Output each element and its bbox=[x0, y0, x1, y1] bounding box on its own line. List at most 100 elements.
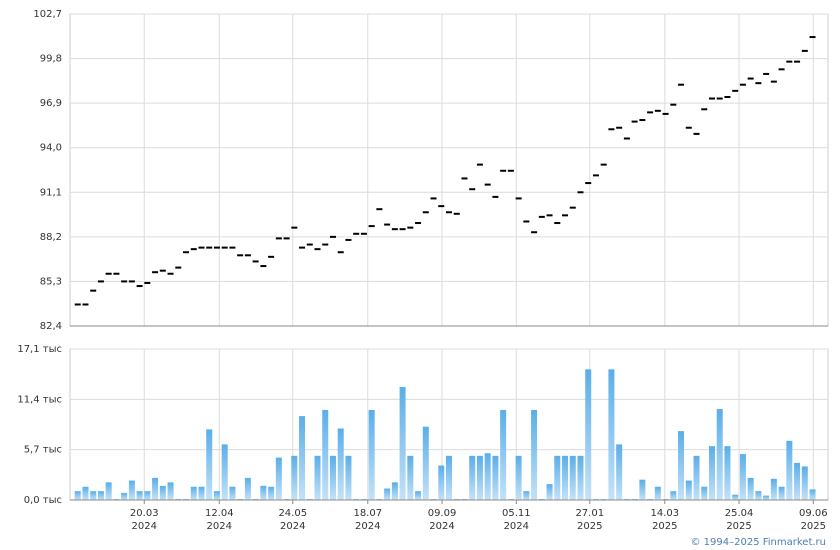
x-tick-label: 14.03 bbox=[650, 508, 679, 519]
volume-bar bbox=[670, 491, 677, 500]
volume-bar bbox=[136, 491, 143, 500]
volume-bar bbox=[105, 482, 112, 500]
price-mark bbox=[693, 132, 700, 135]
price-mark bbox=[701, 108, 708, 111]
volume-bar bbox=[515, 455, 522, 500]
volume-bar bbox=[693, 455, 700, 500]
price-mark bbox=[654, 109, 661, 112]
volume-bar bbox=[678, 431, 685, 500]
price-mark bbox=[90, 289, 97, 292]
price-mark bbox=[801, 49, 808, 52]
volume-bar bbox=[152, 477, 159, 500]
volume-bar bbox=[229, 486, 236, 500]
price-mark bbox=[415, 222, 422, 225]
price-mark bbox=[446, 211, 452, 214]
x-tick-label: 09.09 bbox=[428, 508, 457, 519]
x-tick-label: 12.04 bbox=[205, 508, 234, 519]
price-mark bbox=[531, 231, 538, 234]
price-mark bbox=[353, 232, 360, 235]
volume-bar bbox=[476, 455, 483, 500]
price-mark bbox=[322, 243, 329, 246]
price-mark bbox=[329, 235, 336, 238]
volume-bar bbox=[616, 444, 623, 500]
volume-bar bbox=[384, 488, 391, 500]
x-tick-label: 20.03 bbox=[130, 508, 159, 519]
price-mark bbox=[368, 225, 375, 228]
volume-bar bbox=[159, 485, 166, 500]
price-mark bbox=[376, 208, 383, 211]
price-mark bbox=[82, 303, 89, 306]
volume-bar bbox=[724, 446, 731, 500]
price-mark bbox=[229, 246, 236, 249]
price-mark bbox=[523, 220, 530, 223]
volume-bar bbox=[577, 455, 584, 500]
volume-bar bbox=[523, 491, 530, 500]
volume-bar bbox=[213, 491, 220, 500]
volume-bar bbox=[415, 491, 422, 500]
price-mark bbox=[422, 211, 429, 214]
price-mark bbox=[252, 260, 259, 263]
volume-bar bbox=[546, 484, 553, 500]
price-mark bbox=[469, 188, 476, 191]
volume-bar bbox=[786, 440, 793, 500]
volume-bar bbox=[778, 486, 785, 500]
price-mark bbox=[128, 280, 135, 283]
x-tick-year: 2024 bbox=[280, 521, 305, 532]
price-mark bbox=[515, 197, 522, 200]
price-mark bbox=[244, 254, 251, 257]
volume-bar bbox=[345, 455, 352, 500]
price-mark bbox=[763, 72, 770, 75]
volume-bar bbox=[500, 409, 507, 500]
volume-bar bbox=[407, 455, 414, 500]
price-mark bbox=[136, 285, 143, 288]
price-mark bbox=[407, 226, 414, 229]
volume-bar bbox=[121, 492, 128, 500]
y-tick-label: 96,9 bbox=[40, 98, 62, 109]
volume-bar bbox=[562, 455, 569, 500]
volume-bar bbox=[701, 486, 708, 500]
x-tick-year: 2025 bbox=[801, 521, 826, 532]
price-mark bbox=[600, 163, 607, 166]
price-mark bbox=[662, 112, 669, 115]
volume-bar bbox=[82, 486, 89, 500]
price-mark bbox=[399, 228, 406, 231]
x-tick-year: 2024 bbox=[132, 521, 157, 532]
y-tick-label: 5,7 тыс bbox=[24, 445, 62, 456]
volume-bar bbox=[260, 485, 267, 500]
volume-bar bbox=[314, 455, 321, 500]
volume-bar bbox=[128, 480, 135, 500]
price-mark bbox=[291, 226, 298, 229]
volume-bar bbox=[770, 478, 777, 500]
price-mark bbox=[631, 120, 638, 123]
volume-bar bbox=[190, 486, 197, 500]
price-mark bbox=[794, 60, 801, 63]
x-tick-year: 2025 bbox=[652, 521, 677, 532]
volume-bar bbox=[299, 416, 306, 500]
price-mark bbox=[314, 248, 321, 251]
volume-bar bbox=[446, 455, 452, 500]
price-mark bbox=[569, 206, 576, 209]
x-tick-year: 2024 bbox=[355, 521, 380, 532]
volume-bar bbox=[794, 462, 801, 500]
price-mark bbox=[732, 89, 739, 92]
price-mark bbox=[639, 119, 646, 122]
price-mark bbox=[546, 214, 553, 217]
volume-bar bbox=[739, 454, 746, 500]
price-mark bbox=[708, 97, 715, 100]
price-mark bbox=[306, 243, 313, 246]
volume-bar bbox=[291, 455, 298, 500]
volume-bar bbox=[569, 455, 576, 500]
price-mark bbox=[747, 77, 754, 80]
price-mark bbox=[623, 137, 630, 140]
volume-bar bbox=[322, 409, 329, 500]
volume-bar bbox=[755, 491, 762, 500]
y-tick-label: 102,7 bbox=[33, 9, 62, 20]
price-mark bbox=[213, 246, 220, 249]
price-mark bbox=[755, 82, 762, 85]
price-mark bbox=[384, 223, 391, 226]
price-mark bbox=[206, 246, 213, 249]
price-mark bbox=[190, 248, 197, 251]
price-mark bbox=[360, 232, 367, 235]
volume-bar bbox=[484, 453, 491, 500]
